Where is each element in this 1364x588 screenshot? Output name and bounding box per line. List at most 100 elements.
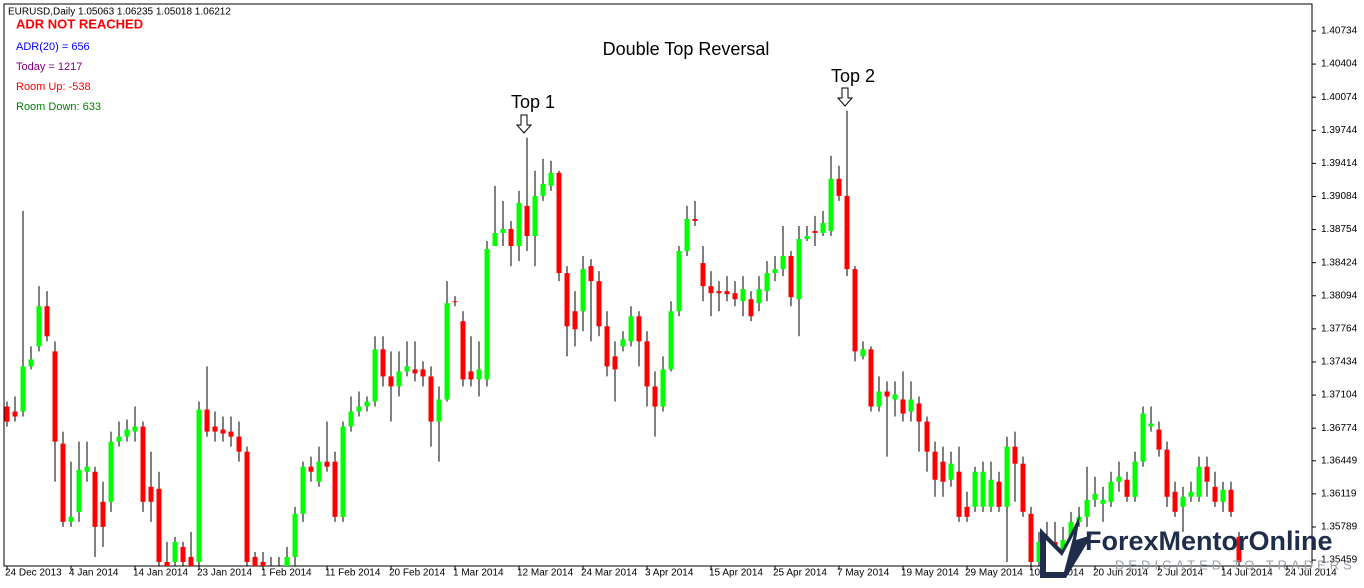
info-text: Room Down: 633 xyxy=(16,101,101,113)
candle-body xyxy=(564,273,570,327)
candle-body xyxy=(412,369,418,374)
candle-body xyxy=(796,239,802,300)
candle-body xyxy=(708,286,714,294)
candle-body xyxy=(1156,429,1162,450)
candle-body xyxy=(460,321,466,380)
candle-body xyxy=(148,486,154,502)
candle-body xyxy=(716,291,722,294)
y-tick-label: 1.36774 xyxy=(1321,423,1358,434)
candle-body xyxy=(452,301,458,303)
candle-body xyxy=(20,366,26,412)
candle-body xyxy=(572,311,578,330)
candle-body xyxy=(1172,491,1178,512)
y-tick-label: 1.40404 xyxy=(1321,59,1358,70)
x-tick-label: 25 Apr 2014 xyxy=(773,568,827,579)
y-tick-label: 1.39744 xyxy=(1321,125,1358,136)
x-tick-label: 7 May 2014 xyxy=(837,568,890,579)
candle-body xyxy=(300,466,306,514)
annotation: Top 1 xyxy=(511,92,555,112)
candle-body xyxy=(404,366,410,372)
y-tick-label: 1.38424 xyxy=(1321,257,1358,268)
candle-body xyxy=(484,249,490,380)
candle-body xyxy=(556,172,562,274)
candle-body xyxy=(900,399,906,414)
candle-body xyxy=(636,316,642,342)
candle-body xyxy=(1084,499,1090,517)
y-tick-label: 1.36449 xyxy=(1321,455,1358,466)
y-tick-label: 1.38754 xyxy=(1321,224,1358,235)
candle-body xyxy=(940,461,946,482)
candle-body xyxy=(876,391,882,407)
candle-body xyxy=(644,341,650,387)
candle-body xyxy=(76,469,82,512)
info-text: Today = 1217 xyxy=(16,61,82,73)
candle-body xyxy=(660,369,666,407)
candle-body xyxy=(788,256,794,298)
candle-body xyxy=(220,429,226,434)
candle-body xyxy=(132,426,138,432)
candle-body xyxy=(1188,491,1194,497)
x-tick-label: 29 May 2014 xyxy=(965,568,1023,579)
logo-icon xyxy=(1046,534,1074,572)
candle-body xyxy=(108,441,114,502)
candle-body xyxy=(204,409,210,432)
candle-body xyxy=(68,516,74,522)
candle-body xyxy=(244,451,250,562)
candle-body xyxy=(588,266,594,282)
candle-body xyxy=(972,471,978,507)
x-tick-label: 14 Jul 2014 xyxy=(1221,568,1273,579)
candle-body xyxy=(996,481,1002,507)
candle-body xyxy=(92,471,98,527)
annotation-arrow xyxy=(515,114,533,134)
logo-name: ForexMentorOnline xyxy=(1085,526,1333,556)
candle-body xyxy=(292,513,298,557)
candle-body xyxy=(812,230,818,233)
y-tick-label: 1.39084 xyxy=(1321,191,1358,202)
status-text: ADR NOT REACHED xyxy=(16,16,143,31)
candle-body xyxy=(908,399,914,412)
candle-body xyxy=(212,426,218,432)
candle-body xyxy=(748,299,754,317)
candle-body xyxy=(844,195,850,270)
x-tick-label: 12 Mar 2014 xyxy=(517,568,574,579)
candle-body xyxy=(124,429,130,437)
candle-body xyxy=(164,561,170,566)
candle-body xyxy=(196,409,202,562)
x-tick-label: 3 Apr 2014 xyxy=(645,568,694,579)
candle-body xyxy=(1028,513,1034,562)
x-tick-label: 24 Mar 2014 xyxy=(581,568,638,579)
chart-header: EURUSD,Daily 1.05063 1.06235 1.05018 1.0… xyxy=(8,7,231,18)
x-tick-label: 1 Feb 2014 xyxy=(261,568,312,579)
candle-body xyxy=(4,406,10,422)
candle-body xyxy=(468,371,474,380)
candle-body xyxy=(492,232,498,247)
candle-body xyxy=(1164,449,1170,497)
candle-body xyxy=(756,289,762,304)
x-tick-label: 20 Jun 2014 xyxy=(1093,568,1148,579)
x-tick-label: 1 Mar 2014 xyxy=(453,568,504,579)
candle-body xyxy=(740,289,746,302)
y-tick-label: 1.37764 xyxy=(1321,324,1358,335)
candle-body xyxy=(548,172,554,186)
y-tick-label: 1.35789 xyxy=(1321,522,1358,533)
y-tick-label: 1.38094 xyxy=(1321,290,1358,301)
candle-body xyxy=(604,326,610,367)
y-tick-label: 1.37104 xyxy=(1321,390,1358,401)
candle-body xyxy=(676,251,682,312)
logo: ForexMentorOnline DEDICATED TO TRADERS xyxy=(1040,515,1352,578)
y-tick-label: 1.35459 xyxy=(1321,555,1358,566)
candle-body xyxy=(924,421,930,452)
x-tick-label: 14 Jan 2014 xyxy=(133,568,188,579)
candle-body xyxy=(188,556,194,566)
x-tick-label: 2 Jul 2014 xyxy=(1157,568,1204,579)
candle-body xyxy=(612,356,618,370)
candle-body xyxy=(724,291,730,295)
candle-body xyxy=(1060,539,1066,550)
annotation: Top 2 xyxy=(831,66,875,86)
candle-body xyxy=(1092,493,1098,500)
candle-body xyxy=(444,303,450,400)
candle-body xyxy=(980,471,986,507)
candle-body xyxy=(364,401,370,407)
candle-body xyxy=(1036,541,1042,562)
